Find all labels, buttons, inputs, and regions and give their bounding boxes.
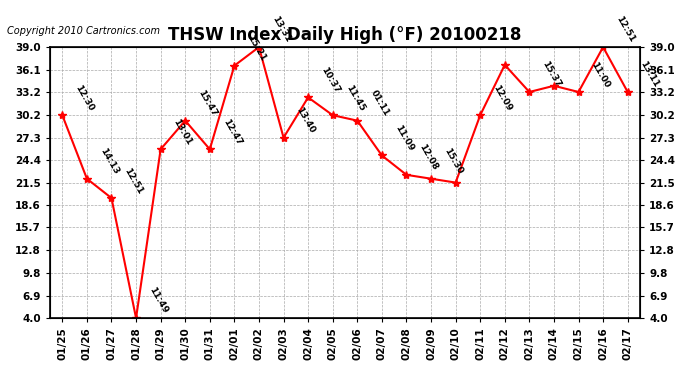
Text: 11:00: 11:00	[590, 60, 611, 89]
Text: 13:40: 13:40	[295, 106, 317, 135]
Text: 15:37: 15:37	[540, 60, 562, 89]
Text: 01:11: 01:11	[368, 88, 391, 118]
Text: 12:08: 12:08	[417, 143, 440, 172]
Title: THSW Index Daily High (°F) 20100218: THSW Index Daily High (°F) 20100218	[168, 26, 522, 44]
Text: 14:13: 14:13	[98, 147, 120, 176]
Text: 15:30: 15:30	[442, 147, 464, 176]
Text: 11:09: 11:09	[393, 123, 415, 153]
Text: 12:51: 12:51	[123, 166, 145, 195]
Text: 10:37: 10:37	[319, 65, 342, 94]
Text: 12:09: 12:09	[491, 83, 513, 112]
Text: 13:31: 13:31	[270, 15, 292, 44]
Text: 11:45: 11:45	[344, 83, 366, 112]
Text: 12:51: 12:51	[614, 15, 636, 44]
Text: Copyright 2010 Cartronics.com: Copyright 2010 Cartronics.com	[7, 26, 160, 36]
Text: 12:47: 12:47	[221, 117, 243, 147]
Text: 12:30: 12:30	[73, 83, 95, 112]
Text: 13:01: 13:01	[172, 117, 194, 147]
Text: 13:11: 13:11	[639, 60, 661, 89]
Text: 11:49: 11:49	[147, 286, 170, 315]
Text: 15:47: 15:47	[197, 88, 219, 118]
Text: 15:21: 15:21	[246, 34, 268, 63]
